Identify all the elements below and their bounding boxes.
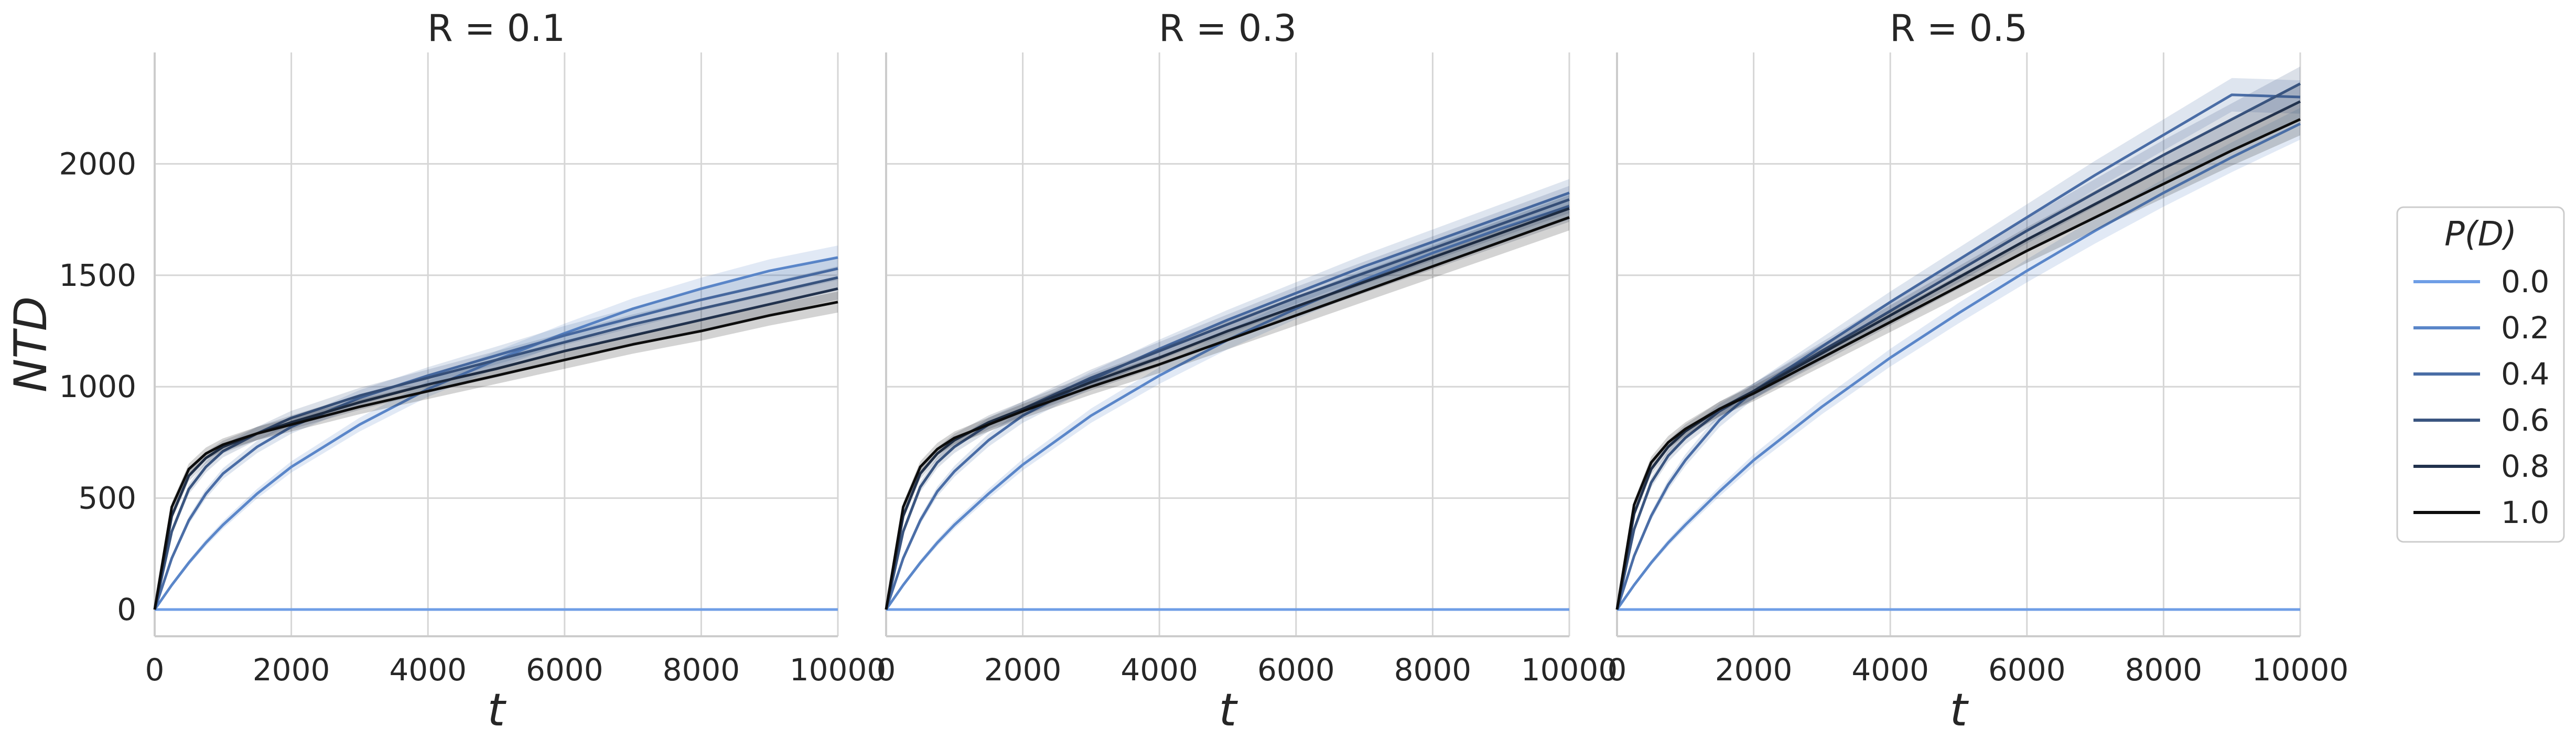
series-line-0.2	[885, 205, 1570, 611]
series-line-0.2	[1615, 122, 2301, 611]
x-tick-label: 10000	[1521, 652, 1618, 688]
series-line-1.0	[885, 216, 1570, 610]
series-line-0.8	[153, 287, 838, 610]
series-band-0.6	[1617, 66, 2300, 610]
y-axis-title: NTD	[5, 296, 57, 392]
x-tick-label: 0	[145, 652, 165, 688]
x-axis-title: t	[488, 684, 507, 736]
series-line-0.4	[885, 191, 1570, 610]
legend-title: P(D)	[2444, 215, 2517, 254]
legend-box	[2396, 206, 2565, 543]
series-line-0.6	[885, 198, 1570, 610]
panel-title: R = 0.1	[427, 7, 565, 50]
panel-3: 0 2000 4000 6000 8000 10000 R = 0.5 t	[1608, 7, 2349, 736]
x-tick-label: 10000	[790, 652, 887, 688]
y-tick-label: 500	[78, 480, 136, 516]
legend: P(D) 0.0 0.2 0.4 0.6 0.8 1.0	[2396, 206, 2565, 543]
x-axis-title: t	[1219, 684, 1238, 736]
x-tick-label: 0	[877, 652, 896, 688]
x-tick-label: 4000	[1851, 652, 1929, 688]
series-line-1.0	[153, 301, 838, 610]
x-tick-label: 8000	[663, 652, 740, 688]
series-line-0.6	[1615, 82, 2301, 610]
legend-label: 0.4	[2501, 356, 2549, 392]
panel-2: 0 2000 4000 6000 8000 10000 R = 0.3 t	[877, 7, 1618, 736]
series-line-0.6	[153, 276, 838, 610]
series-line-0.4	[1615, 93, 2301, 610]
y-tick-label: 1500	[59, 258, 136, 293]
x-tick-label: 4000	[389, 652, 467, 688]
legend-label: 0.6	[2501, 402, 2549, 438]
series-line-1.0	[1615, 118, 2301, 610]
x-tick-label: 6000	[1988, 652, 2066, 688]
series-band-1.0	[886, 204, 1569, 610]
series-band-0.2	[1617, 108, 2300, 610]
series-line-0.4	[153, 267, 838, 610]
series-band-0.2	[886, 193, 1569, 610]
x-tick-label: 2000	[253, 652, 330, 688]
x-tick-label: 8000	[1394, 652, 1472, 688]
series-band-0.8	[886, 195, 1569, 610]
series-band-0.6	[886, 186, 1569, 610]
x-tick-label: 6000	[526, 652, 603, 688]
y-tick-label: 0	[117, 592, 136, 627]
x-tick-label: 2000	[1715, 652, 1793, 688]
x-tick-label: 2000	[984, 652, 1062, 688]
legend-label: 1.0	[2501, 495, 2549, 530]
x-tick-label: 8000	[2125, 652, 2203, 688]
series-band-0.2	[155, 245, 838, 610]
x-axis-title: t	[1950, 684, 1969, 736]
series-band-0.8	[1617, 84, 2300, 610]
x-tick-label: 4000	[1120, 652, 1198, 688]
legend-label: 0.8	[2501, 448, 2549, 484]
series-band-1.0	[155, 291, 838, 610]
panel-1: 0 2000 4000 6000 8000 10000 R = 0.1 t	[145, 7, 887, 736]
legend-label: 0.0	[2501, 264, 2549, 300]
x-tick-label: 6000	[1257, 652, 1335, 688]
legend-label: 0.2	[2501, 310, 2549, 346]
series-band-0.8	[155, 277, 838, 610]
panel-title: R = 0.3	[1159, 7, 1297, 50]
series-line-0.8	[1615, 100, 2301, 610]
x-tick-label: 10000	[2252, 652, 2349, 688]
y-tick-label: 2000	[59, 146, 136, 181]
series-line-0.8	[885, 207, 1570, 610]
panel-title: R = 0.5	[1890, 7, 2028, 50]
series-line-0.2	[153, 256, 838, 611]
x-tick-label: 0	[1608, 652, 1627, 688]
series-band-0.4	[886, 179, 1569, 610]
y-tick-label: 1000	[59, 369, 136, 404]
series-band-1.0	[1617, 103, 2300, 610]
series-band-0.6	[155, 266, 838, 610]
